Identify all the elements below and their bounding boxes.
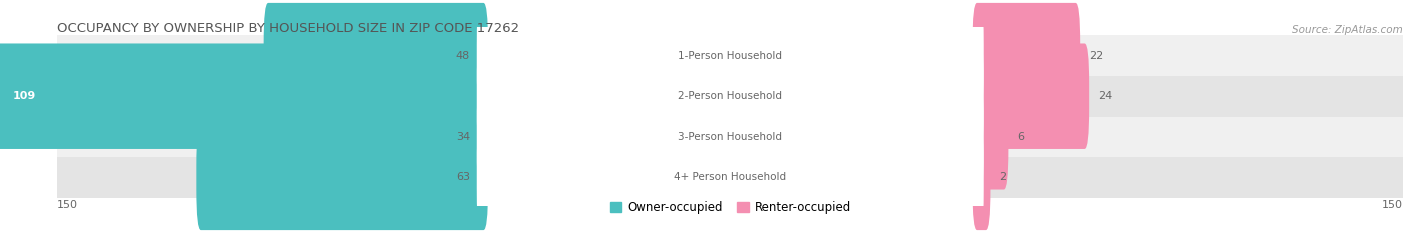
Text: 150: 150 xyxy=(1382,200,1403,210)
FancyBboxPatch shape xyxy=(197,125,488,230)
FancyBboxPatch shape xyxy=(58,157,1403,198)
Text: 3-Person Household: 3-Person Household xyxy=(678,132,782,142)
FancyBboxPatch shape xyxy=(477,24,984,168)
Text: 48: 48 xyxy=(456,51,470,61)
Text: 24: 24 xyxy=(1098,91,1112,101)
Text: 2: 2 xyxy=(1000,172,1007,182)
Text: 6: 6 xyxy=(1018,132,1025,142)
Text: Source: ZipAtlas.com: Source: ZipAtlas.com xyxy=(1292,24,1403,34)
FancyBboxPatch shape xyxy=(0,44,488,149)
FancyBboxPatch shape xyxy=(264,3,488,108)
Text: 109: 109 xyxy=(13,91,35,101)
FancyBboxPatch shape xyxy=(477,0,984,128)
FancyBboxPatch shape xyxy=(973,125,990,230)
Text: 1-Person Household: 1-Person Household xyxy=(678,51,782,61)
FancyBboxPatch shape xyxy=(326,84,488,189)
FancyBboxPatch shape xyxy=(58,76,1403,116)
Text: 2-Person Household: 2-Person Household xyxy=(678,91,782,101)
Text: 34: 34 xyxy=(456,132,470,142)
FancyBboxPatch shape xyxy=(973,84,1008,189)
Text: 22: 22 xyxy=(1090,51,1104,61)
FancyBboxPatch shape xyxy=(58,35,1403,76)
Text: 63: 63 xyxy=(456,172,470,182)
FancyBboxPatch shape xyxy=(477,105,984,233)
FancyBboxPatch shape xyxy=(973,44,1090,149)
FancyBboxPatch shape xyxy=(58,116,1403,157)
Text: 4+ Person Household: 4+ Person Household xyxy=(675,172,786,182)
Legend: Owner-occupied, Renter-occupied: Owner-occupied, Renter-occupied xyxy=(610,201,851,214)
Text: 150: 150 xyxy=(58,200,79,210)
FancyBboxPatch shape xyxy=(477,65,984,209)
FancyBboxPatch shape xyxy=(973,3,1080,108)
Text: OCCUPANCY BY OWNERSHIP BY HOUSEHOLD SIZE IN ZIP CODE 17262: OCCUPANCY BY OWNERSHIP BY HOUSEHOLD SIZE… xyxy=(58,21,519,34)
